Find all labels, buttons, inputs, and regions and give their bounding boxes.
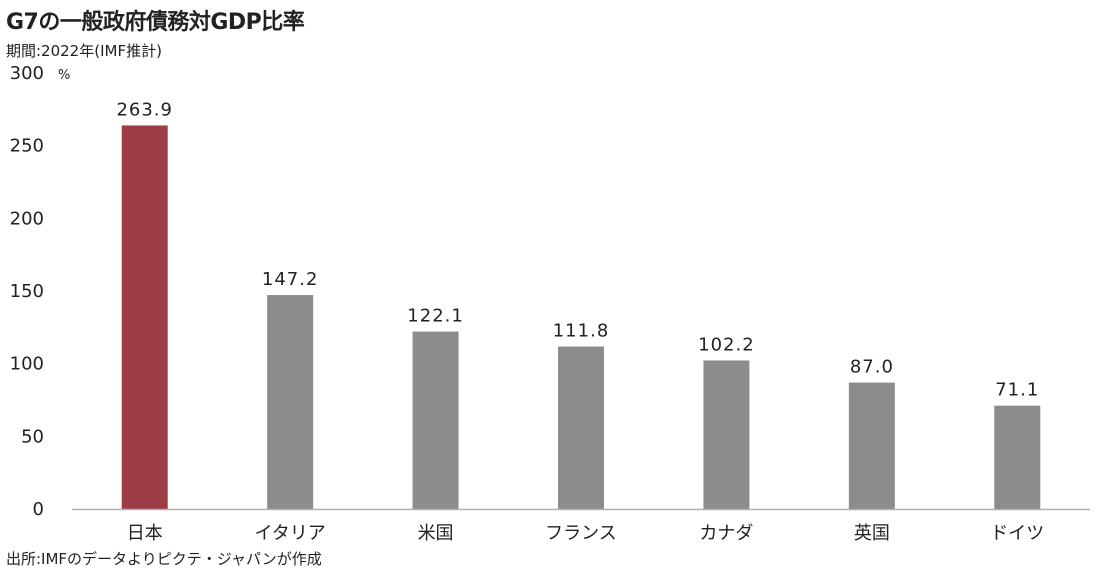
bar <box>412 331 459 509</box>
x-category-label: イタリア <box>255 523 326 544</box>
x-category-label: カナダ <box>699 523 753 544</box>
bar <box>703 360 750 509</box>
data-label: 71.1 <box>995 380 1039 401</box>
bar <box>267 295 314 509</box>
bar <box>558 346 604 509</box>
data-label: 87.0 <box>850 357 894 378</box>
y-tick-label: 100 <box>10 354 44 375</box>
x-axis-categories: 日本 イタリア 米国 フランス カナダ 英国 ドイツ <box>127 523 1045 544</box>
data-label: 102.2 <box>698 334 755 355</box>
bar <box>121 125 168 509</box>
chart-title: G7の一般政府債務対GDP比率 <box>6 10 305 35</box>
source-note: 出所:IMFのデータよりピクテ・ジャパンが作成 <box>6 550 322 568</box>
y-tick-label: 300 <box>10 63 44 84</box>
data-labels: 263.9 147.2 122.1 111.8 102.2 87.0 71.1 <box>116 99 1039 401</box>
y-tick-label: 50 <box>21 426 44 447</box>
x-category-label: 米国 <box>418 523 454 544</box>
y-tick-label: 250 <box>10 136 44 157</box>
x-category-label: 英国 <box>854 523 890 544</box>
y-tick-label: 150 <box>10 281 44 302</box>
x-category-label: フランス <box>545 523 617 544</box>
y-tick-label: 200 <box>10 208 44 229</box>
bars <box>121 125 1041 509</box>
x-category-label: 日本 <box>127 523 163 544</box>
chart-subtitle: 期間:2022年(IMF推計) <box>6 42 162 60</box>
y-tick-label: 0 <box>33 499 44 520</box>
data-label: 122.1 <box>407 306 464 327</box>
bar <box>848 382 895 509</box>
data-label: 147.2 <box>262 269 319 290</box>
data-label: 111.8 <box>553 321 610 342</box>
y-axis-unit: % <box>58 68 70 83</box>
bar <box>994 405 1041 509</box>
y-axis-ticks: 0 50 100 150 200 250 300 <box>10 63 44 520</box>
data-label: 263.9 <box>116 99 173 120</box>
x-category-label: ドイツ <box>990 523 1044 544</box>
